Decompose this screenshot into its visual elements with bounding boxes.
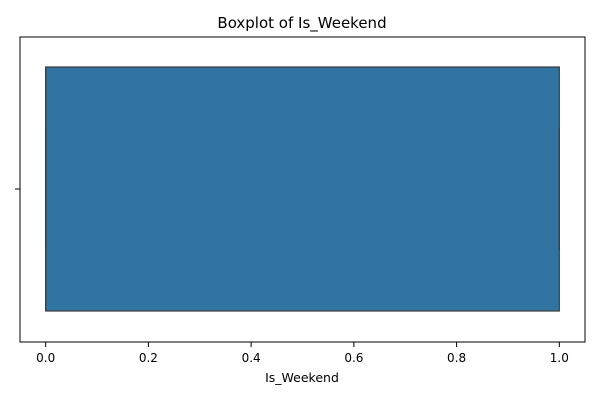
- box-iqr: [45, 66, 560, 312]
- box-group: [45, 66, 560, 312]
- x-tick-label-2: 0.4: [242, 351, 261, 365]
- x-tick-label-3: 0.6: [344, 351, 363, 365]
- x-tick-label-0: 0.0: [36, 351, 55, 365]
- x-tick-label-5: 1.0: [550, 351, 569, 365]
- x-tick-label-1: 0.2: [139, 351, 158, 365]
- x-axis-label: Is_Weekend: [265, 370, 339, 385]
- x-tick-label-4: 0.8: [447, 351, 466, 365]
- x-axis-ticks: 0.0 0.2 0.4 0.6 0.8 1.0: [36, 342, 569, 365]
- chart-title: Boxplot of Is_Weekend: [217, 14, 386, 33]
